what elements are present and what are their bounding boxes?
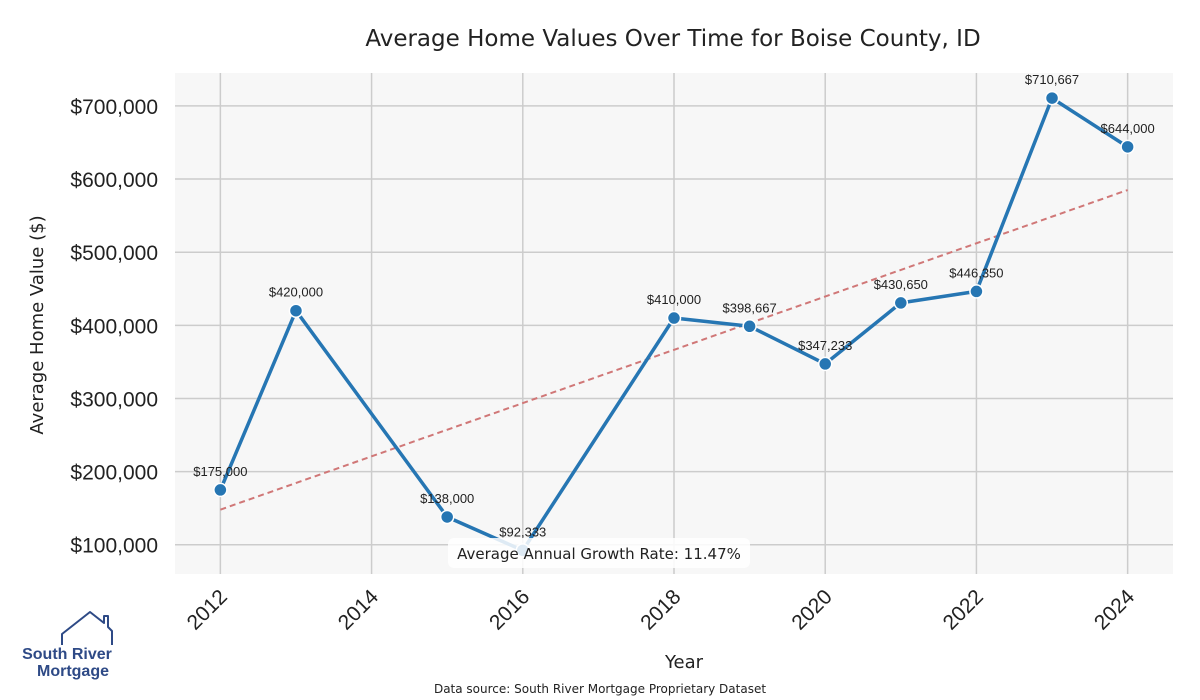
data-label: $138,000: [420, 491, 474, 506]
data-label: $446,350: [949, 265, 1003, 280]
y-tick-label: $200,000: [70, 462, 158, 485]
data-source-note: Data source: South River Mortgage Propri…: [434, 682, 766, 696]
data-labels: $175,000 $420,000 $138,000 $92,333 $410,000 $…: [193, 72, 1155, 539]
data-point: [1120, 139, 1135, 155]
data-label: $398,667: [722, 300, 776, 315]
data-point: [969, 284, 984, 299]
data-point: [288, 303, 304, 318]
data-point: [1044, 90, 1060, 106]
logo-line-1: South River: [22, 646, 112, 663]
company-logo: South River Mortgage: [22, 611, 113, 680]
house-outline-icon: [61, 611, 113, 645]
data-label: $410,000: [647, 292, 701, 307]
data-point: [439, 509, 455, 525]
growth-annotation-text: Average Annual Growth Rate: 11.47%: [457, 545, 741, 563]
y-tick-label: $500,000: [70, 242, 158, 265]
y-tick-label: $400,000: [70, 315, 158, 338]
data-point: [817, 356, 833, 372]
data-point: [666, 310, 682, 326]
y-axis-ticks: $100,000 $200,000 $300,000 $400,000 $500,000…: [70, 96, 158, 558]
y-tick-label: $100,000: [70, 535, 158, 558]
trend-line: [220, 189, 1128, 511]
data-label: $420,000: [269, 285, 323, 300]
data-label: $430,650: [874, 277, 928, 292]
y-axis-label: Average Home Value ($): [27, 215, 48, 434]
chart-title: Average Home Values Over Time for Boise …: [365, 26, 980, 52]
x-axis-label: Year: [664, 652, 704, 673]
data-label: $175,000: [193, 464, 247, 479]
data-label: $92,333: [499, 524, 546, 539]
data-label: $347,233: [798, 338, 852, 353]
data-point: [893, 295, 909, 311]
data-label: $644,000: [1101, 121, 1155, 136]
data-point: [213, 482, 228, 498]
y-tick-label: $600,000: [70, 169, 158, 192]
growth-annotation: Average Annual Growth Rate: 11.47%: [448, 538, 750, 568]
y-tick-label: $300,000: [70, 388, 158, 411]
logo-line-2: Mortgage: [37, 663, 109, 680]
data-points: [213, 90, 1135, 558]
y-tick-label: $700,000: [70, 96, 158, 119]
growth-annotation-box: [448, 538, 750, 568]
data-point: [742, 319, 757, 334]
data-label: $710,667: [1025, 72, 1079, 87]
